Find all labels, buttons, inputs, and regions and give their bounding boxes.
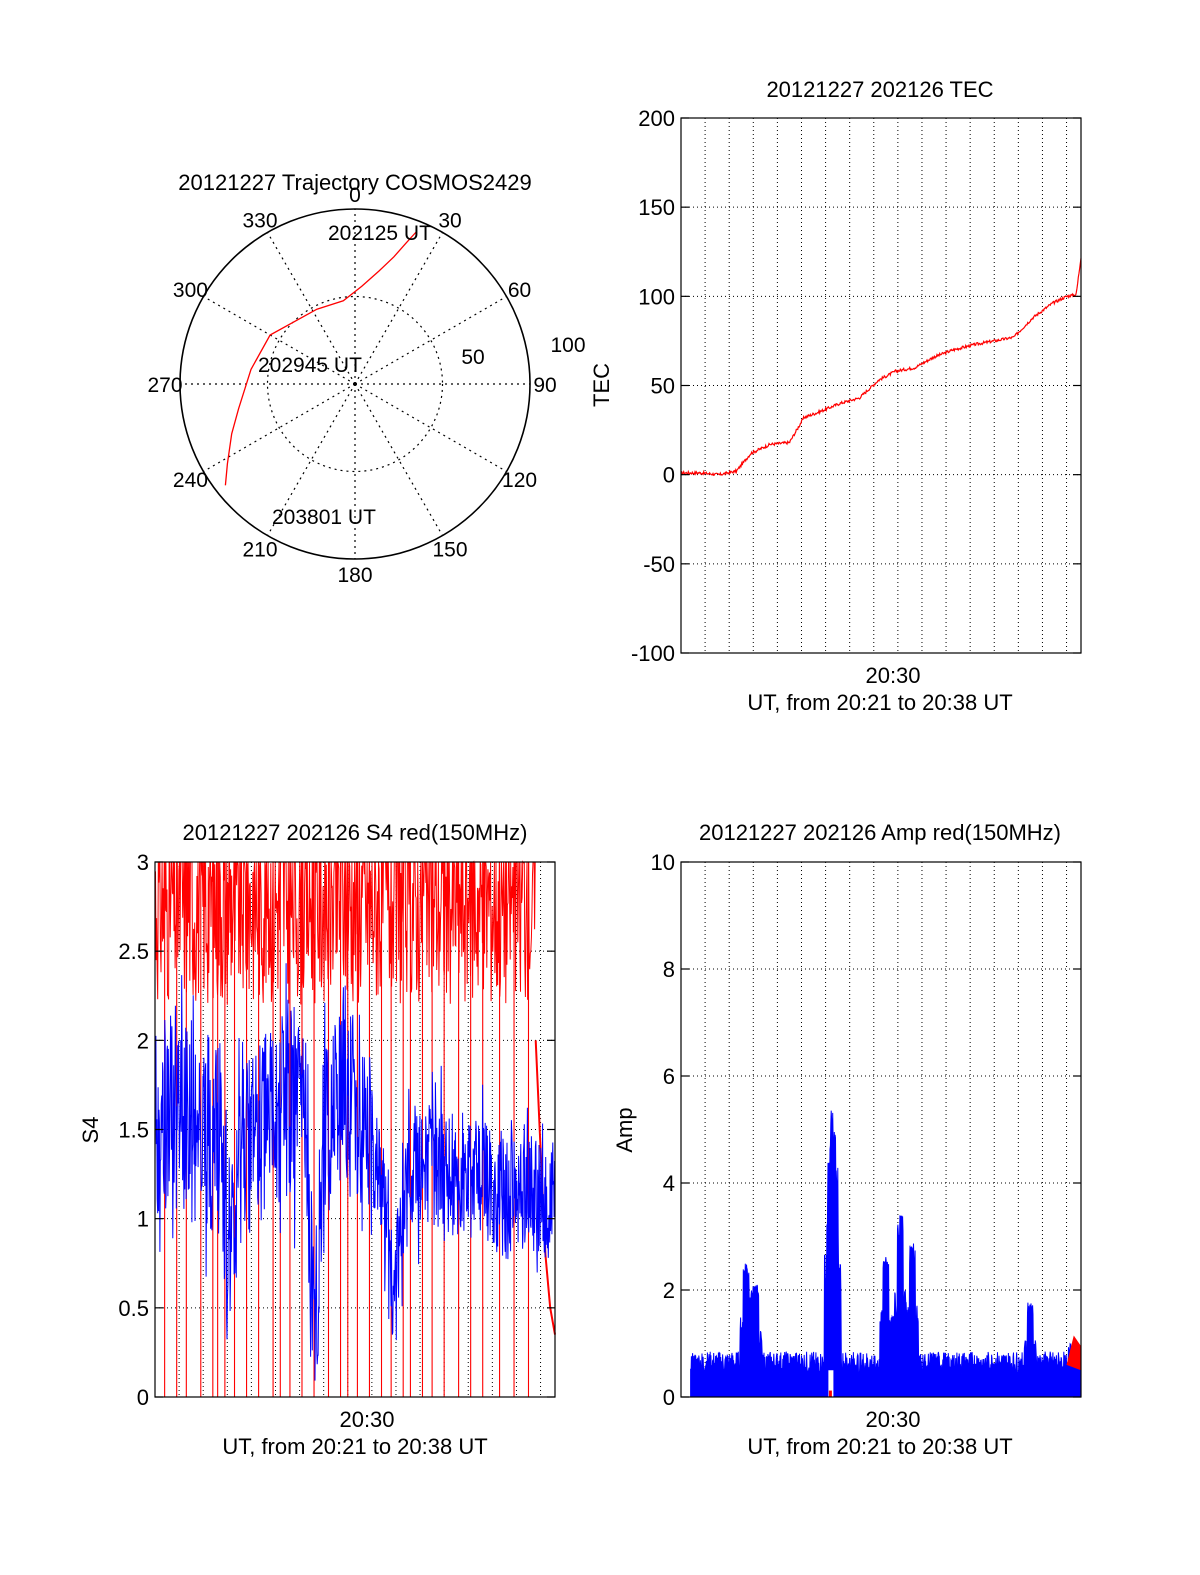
amp-gap — [828, 1370, 834, 1397]
ytick-label: 50 — [651, 374, 675, 399]
polar-time-label: 202945 UT — [258, 354, 362, 377]
ytick-label: 100 — [638, 284, 675, 309]
amp-red-tail — [1066, 1335, 1081, 1371]
polar-azimuth-label: 180 — [337, 564, 372, 587]
polar-spoke — [354, 232, 444, 385]
polar-trajectory: 202125 UT 202945 UT 203801 UT — [224, 222, 432, 529]
ytick-label: -100 — [631, 641, 675, 666]
polar-time-label: 203801 UT — [272, 506, 376, 529]
polar-azimuth-label: 210 — [242, 539, 277, 562]
polar-azimuth-label: 60 — [508, 279, 531, 302]
polar-spoke — [266, 232, 356, 385]
ytick-label: -50 — [643, 552, 675, 577]
polar-grid — [179, 208, 531, 560]
ytick-label: 1.5 — [118, 1118, 149, 1143]
polar-spoke — [354, 383, 444, 536]
amp-series — [690, 1110, 1082, 1398]
s4-red-noise — [154, 860, 536, 1005]
s4-yticks: 0 0.5 1 1.5 2 2.5 3 — [118, 850, 555, 1410]
ytick-label: 0.5 — [118, 1296, 149, 1321]
polar-spoke — [354, 383, 507, 473]
tec-yticks: -100 -50 0 50 100 150 200 — [631, 106, 1081, 666]
polar-azimuth-label: 30 — [438, 209, 461, 232]
amp-title: 20121227 202126 Amp red(150MHz) — [699, 820, 1061, 845]
ytick-label: 8 — [663, 957, 675, 982]
polar-azimuth-label: 0 — [349, 184, 361, 207]
s4-xtick-label: 20:30 — [339, 1407, 394, 1432]
tec-series — [680, 258, 1082, 477]
polar-radial-label: 50 — [461, 346, 484, 369]
polar-spoke — [266, 383, 356, 536]
polar-azimuth-label: 300 — [173, 279, 208, 302]
amp-blue-area — [690, 1110, 1082, 1398]
polar-azimuth-label: 120 — [502, 469, 537, 492]
polar-trajectory-line — [224, 231, 418, 486]
tec-panel: 20121227 202126 TEC -100-50050100150200 … — [589, 77, 1082, 715]
s4-series — [154, 860, 556, 1397]
polar-spoke — [203, 295, 356, 385]
tec-xtick-label: 20:30 — [865, 663, 920, 688]
amp-ylabel: Amp — [612, 1107, 637, 1152]
ytick-label: 2.5 — [118, 939, 149, 964]
tec-line — [680, 258, 1082, 477]
polar-spoke — [354, 295, 507, 385]
s4-panel: 20121227 202126 S4 red(150MHz) 0 0.5 1 1.5 2… — [78, 820, 556, 1459]
amp-xtick-label: 20:30 — [865, 1407, 920, 1432]
s4-title: 20121227 202126 S4 red(150MHz) — [183, 820, 528, 845]
s4-xlabel: UT, from 20:21 to 20:38 UT — [222, 1434, 487, 1459]
ytick-label: 1 — [137, 1207, 149, 1232]
polar-inner-circle — [266, 295, 444, 473]
ytick-label: 0 — [663, 1385, 675, 1410]
polar-azimuth-label: 90 — [533, 374, 556, 397]
ytick-label: 4 — [663, 1171, 675, 1196]
ytick-label: 3 — [137, 850, 149, 875]
tec-xlabel: UT, from 20:21 to 20:38 UT — [747, 690, 1012, 715]
s4-blue-line — [154, 963, 556, 1381]
ytick-label: 6 — [663, 1064, 675, 1089]
polar-azimuth-label: 240 — [173, 469, 208, 492]
s4-ylabel: S4 — [78, 1117, 103, 1144]
polar-time-label: 202125 UT — [328, 222, 432, 245]
amp-yticks: 0 2 4 6 8 10 — [651, 850, 1081, 1410]
polar-panel: 20121227 Trajectory COSMOS2429 0 30 60 90 12… — [147, 170, 585, 587]
polar-radial-label: 100 — [550, 334, 585, 357]
ytick-label: 2 — [663, 1278, 675, 1303]
polar-azimuth-labels: 0 30 60 90 120 150 180 210 240 270 300 330 50 100 — [147, 184, 585, 587]
tec-title: 20121227 202126 TEC — [766, 77, 993, 102]
tec-ylabel: TEC — [589, 363, 614, 407]
tec-grid — [681, 117, 1081, 654]
amp-plot-frame — [680, 861, 1082, 1398]
polar-azimuth-label: 270 — [147, 374, 182, 397]
amp-panel: 20121227 202126 Amp red(150MHz) 0246810 … — [612, 820, 1082, 1459]
ytick-label: 0 — [663, 463, 675, 488]
ytick-label: 200 — [638, 106, 675, 131]
ytick-label: 0 — [137, 1385, 149, 1410]
polar-azimuth-label: 150 — [432, 539, 467, 562]
ytick-label: 10 — [651, 850, 675, 875]
ytick-label: 150 — [638, 195, 675, 220]
polar-azimuth-label: 330 — [242, 209, 277, 232]
ytick-label: 2 — [137, 1028, 149, 1053]
amp-xlabel: UT, from 20:21 to 20:38 UT — [747, 1434, 1012, 1459]
polar-title: 20121227 Trajectory COSMOS2429 — [178, 170, 531, 195]
